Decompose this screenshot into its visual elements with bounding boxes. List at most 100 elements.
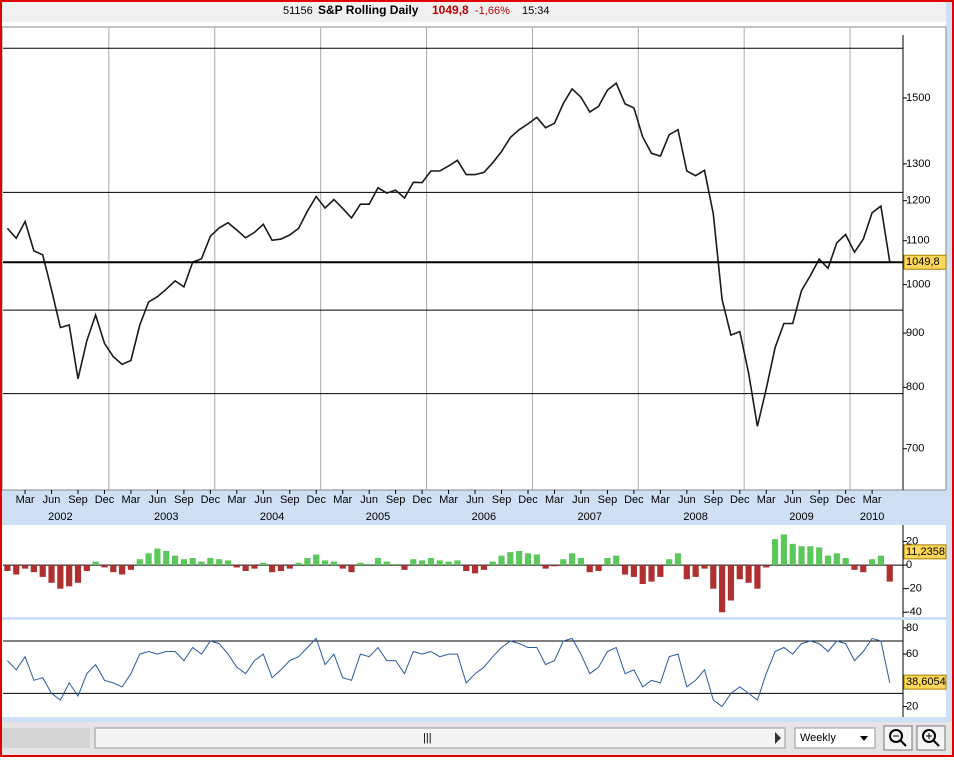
histogram-bar bbox=[224, 560, 232, 566]
y-tick-label: 800 bbox=[906, 381, 924, 393]
zoom-in-icon bbox=[932, 739, 940, 747]
histogram-bar bbox=[83, 565, 90, 571]
histogram-bar bbox=[119, 565, 126, 575]
scroll-arrow[interactable] bbox=[775, 732, 781, 744]
x-tick-label: Sep bbox=[280, 494, 300, 506]
x-tick-label: Dec bbox=[412, 494, 432, 506]
histogram-bar bbox=[860, 565, 867, 573]
x-tick-label: Dec bbox=[201, 494, 221, 506]
x-tick-label: Mar bbox=[651, 494, 670, 506]
x-tick-label: Mar bbox=[757, 494, 776, 506]
y-tick-label: 1200 bbox=[906, 195, 930, 207]
histogram-bar bbox=[66, 565, 73, 587]
x-tick-label: Dec bbox=[624, 494, 644, 506]
x-tick-label: Mar bbox=[16, 494, 35, 506]
histogram-bar bbox=[277, 565, 285, 571]
histogram-bar bbox=[339, 565, 346, 569]
x-tick-label: Jun bbox=[43, 494, 61, 506]
y-tick-label: 1000 bbox=[906, 279, 930, 291]
histogram-bar bbox=[101, 565, 108, 568]
histogram-bar bbox=[542, 565, 549, 569]
histogram-bar bbox=[216, 559, 223, 566]
year-label: 2007 bbox=[578, 511, 602, 523]
x-tick-label: Jun bbox=[572, 494, 590, 506]
histogram-bar bbox=[692, 565, 699, 577]
y-tick-label: 1500 bbox=[906, 92, 930, 104]
histogram-bar bbox=[560, 559, 567, 566]
histogram-bar bbox=[551, 565, 558, 567]
histogram-bar bbox=[383, 561, 390, 566]
zoom-in-icon bbox=[922, 729, 936, 743]
histogram-bar bbox=[269, 565, 276, 573]
x-tick-label: Mar bbox=[439, 494, 458, 506]
x-tick-label: Sep bbox=[386, 494, 406, 506]
histogram-bar bbox=[445, 561, 452, 566]
separator bbox=[0, 617, 946, 620]
histogram-bar bbox=[683, 565, 690, 580]
histogram-bar bbox=[357, 562, 364, 566]
x-tick-label: Jun bbox=[678, 494, 696, 506]
x-tick-label: Sep bbox=[174, 494, 194, 506]
histogram-bar bbox=[780, 534, 787, 566]
histogram-bar bbox=[463, 565, 470, 571]
x-tick-label: Sep bbox=[492, 494, 512, 506]
histogram-bar bbox=[842, 558, 849, 566]
histogram-bar bbox=[330, 561, 337, 566]
value-box bbox=[903, 674, 947, 690]
histogram-bar bbox=[666, 559, 673, 566]
histogram-bar bbox=[127, 565, 135, 570]
y-tick-label: 80 bbox=[906, 622, 918, 634]
scrollbar[interactable] bbox=[94, 727, 786, 749]
histogram-bar bbox=[533, 554, 540, 566]
value-box bbox=[903, 544, 947, 560]
year-label: 2005 bbox=[366, 511, 390, 523]
interval-label: Weekly bbox=[800, 732, 836, 744]
histogram-bar bbox=[454, 560, 461, 566]
histogram-bar bbox=[648, 565, 655, 582]
histogram-bar bbox=[727, 565, 735, 601]
year-label: 2006 bbox=[472, 511, 496, 523]
x-tick-label: Jun bbox=[360, 494, 378, 506]
price-line bbox=[6, 81, 891, 427]
price-line bbox=[7, 637, 891, 708]
histogram-bar bbox=[242, 565, 249, 571]
year-label: 2009 bbox=[789, 511, 813, 523]
histogram-bar bbox=[30, 565, 37, 573]
histogram-bar bbox=[74, 565, 82, 583]
histogram-bar bbox=[39, 565, 46, 577]
histogram-bar bbox=[207, 558, 214, 566]
histogram-bar bbox=[595, 565, 602, 571]
histogram-bar bbox=[524, 553, 532, 566]
histogram-bar bbox=[489, 561, 496, 566]
histogram-bar bbox=[110, 565, 117, 573]
histogram-bar bbox=[657, 565, 664, 577]
histogram-bar bbox=[630, 565, 637, 577]
histogram-bar bbox=[163, 550, 170, 566]
histogram-bar bbox=[198, 561, 205, 566]
histogram-bar bbox=[410, 559, 417, 566]
histogram-bar bbox=[321, 560, 329, 566]
histogram-bar bbox=[392, 563, 399, 566]
zoom-in-icon bbox=[926, 733, 932, 739]
x-tick-label: Jun bbox=[784, 494, 802, 506]
histogram-bar bbox=[145, 553, 152, 566]
scroll-grip: ||| bbox=[423, 732, 432, 744]
interval-dropdown[interactable] bbox=[794, 727, 876, 749]
x-tick-label: Mar bbox=[121, 494, 140, 506]
x-tick-label: Jun bbox=[466, 494, 484, 506]
histogram-bar bbox=[639, 565, 646, 584]
histogram-bar bbox=[577, 558, 585, 566]
y-tick-label: -20 bbox=[906, 583, 922, 595]
x-tick-label: Mar bbox=[863, 494, 882, 506]
y-tick-label: 1300 bbox=[906, 158, 930, 170]
histogram-bar bbox=[189, 558, 196, 566]
y-tick-label: 20 bbox=[906, 700, 918, 712]
last-price: 1049,8 bbox=[432, 3, 469, 17]
x-tick-label: Mar bbox=[333, 494, 352, 506]
x-tick-label: Dec bbox=[518, 494, 538, 506]
x-tick-label: Sep bbox=[704, 494, 724, 506]
histogram-bar bbox=[21, 565, 29, 569]
year-label: 2003 bbox=[154, 511, 178, 523]
histogram-bar bbox=[436, 560, 443, 566]
